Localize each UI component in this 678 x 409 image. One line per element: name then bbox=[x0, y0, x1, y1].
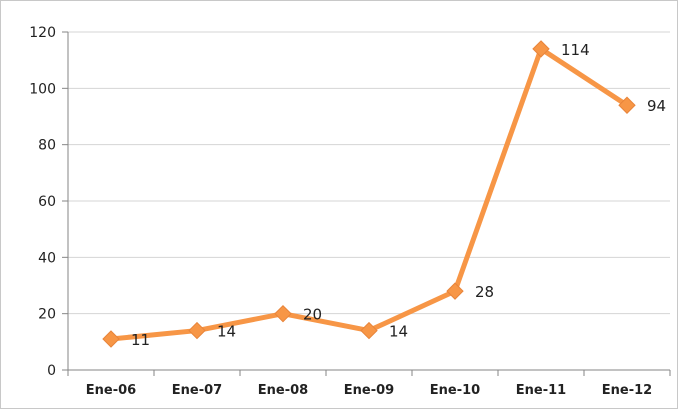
x-tick-label: Ene-11 bbox=[516, 383, 566, 398]
data-label: 28 bbox=[475, 283, 494, 301]
x-tick-label: Ene-09 bbox=[344, 383, 394, 398]
axes bbox=[62, 31, 671, 376]
data-label: 114 bbox=[561, 41, 590, 59]
y-tick-label: 120 bbox=[29, 25, 56, 41]
data-point bbox=[102, 330, 120, 348]
series-orange bbox=[102, 40, 636, 348]
data-point bbox=[188, 321, 206, 340]
y-tick-label: 40 bbox=[38, 250, 56, 266]
data-label: 20 bbox=[303, 306, 322, 324]
x-tick-labels: Ene-06 Ene-07 Ene-08 Ene-09 Ene-10 Ene-11 Ene-… bbox=[86, 383, 652, 398]
data-point bbox=[446, 282, 464, 300]
x-tick-label: Ene-10 bbox=[430, 383, 480, 398]
x-tick-label: Ene-12 bbox=[602, 383, 652, 398]
y-tick-label: 80 bbox=[38, 138, 56, 154]
data-point bbox=[532, 40, 550, 58]
data-label: 11 bbox=[131, 331, 150, 349]
data-label: 94 bbox=[647, 97, 666, 115]
x-tick-label: Ene-06 bbox=[86, 383, 136, 398]
data-labels: 11 14 20 14 28 114 94 bbox=[131, 41, 666, 349]
y-tick-label: 20 bbox=[38, 307, 56, 323]
y-tick-label: 0 bbox=[47, 363, 56, 379]
x-tick-label: Ene-07 bbox=[172, 383, 222, 398]
y-tick-label: 100 bbox=[29, 81, 56, 97]
x-tick-label: Ene-08 bbox=[258, 383, 308, 398]
data-label: 14 bbox=[389, 323, 408, 341]
data-point bbox=[360, 321, 378, 340]
gridlines bbox=[68, 31, 670, 315]
data-point bbox=[274, 304, 292, 323]
y-tick-label: 60 bbox=[38, 194, 56, 210]
data-label: 14 bbox=[217, 323, 236, 341]
y-tick-labels: 0 20 40 60 80 100 120 bbox=[29, 25, 56, 379]
data-point bbox=[618, 96, 636, 114]
